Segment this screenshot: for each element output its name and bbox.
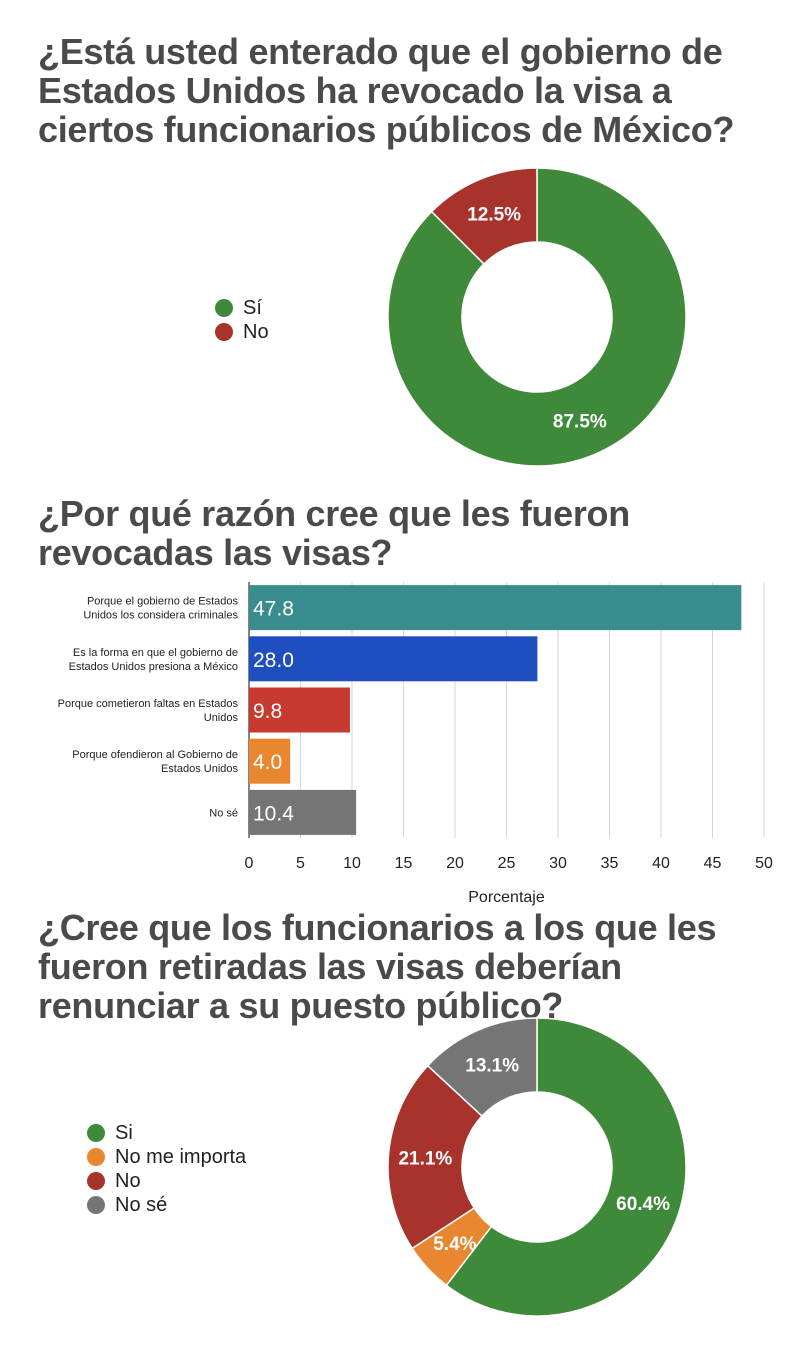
category-label: No sé xyxy=(209,807,238,819)
x-tick-label: 15 xyxy=(395,855,413,872)
chart1-title: ¿Está usted enterado que el gobierno de … xyxy=(38,31,735,150)
category-label: Es la forma en que el gobierno de xyxy=(73,647,238,659)
slice-label-si: 87.5% xyxy=(553,411,607,432)
slice-label-no: 12.5% xyxy=(467,205,521,226)
legend-item-no: No xyxy=(87,1169,246,1193)
legend-label: No xyxy=(115,1169,141,1192)
x-tick-label: 40 xyxy=(652,855,670,872)
chart1-legend: Sí No xyxy=(215,296,269,344)
bar-value-label: 4.0 xyxy=(253,751,282,774)
x-tick-label: 50 xyxy=(755,855,773,872)
legend-item-si: Sí xyxy=(215,296,269,320)
category-label: Estados Unidos xyxy=(161,763,239,775)
x-tick-label: 10 xyxy=(343,855,361,872)
legend-item-no-se: No sé xyxy=(87,1193,246,1217)
slice-label-no-se: 13.1% xyxy=(465,1055,519,1076)
bar-es-la-forma-en-que-el-gobierno-de-estado xyxy=(249,636,538,682)
legend-label: No me importa xyxy=(115,1145,247,1168)
category-label: Porque cometieron faltas en Estados xyxy=(58,698,239,710)
bar-value-label: 28.0 xyxy=(253,649,294,672)
legend-label: Si xyxy=(115,1121,133,1144)
chart2-bar-chart: 0 5 10 15 20 25 30 35 40 45 50 47.8 Porque el gobier… xyxy=(58,582,773,906)
bar-porque-ofendieron-al-gobierno-de-estados xyxy=(249,738,291,784)
category-label: Estados Unidos presiona a México xyxy=(69,661,238,673)
x-tick-label: 45 xyxy=(704,855,722,872)
donut-slice-no xyxy=(387,1064,484,1250)
category-label: Porque ofendieron al Gobierno de xyxy=(72,749,238,761)
bar-value-label: 10.4 xyxy=(253,802,294,825)
bar-no-se xyxy=(249,789,357,835)
bar-porque-cometieron-faltas-en-estados-unid xyxy=(249,687,350,733)
category-label: Porque el gobierno de Estados xyxy=(87,596,239,608)
chart3-title: ¿Cree que los funcionarios a los que les… xyxy=(38,907,717,1026)
donut-slice-si xyxy=(387,167,687,467)
x-tick-label: 0 xyxy=(245,855,254,872)
x-tick-label: 35 xyxy=(601,855,619,872)
bar-porque-el-gobierno-de-estados-unidos-los xyxy=(249,585,742,631)
donut-slice-no xyxy=(430,167,538,266)
donut-slice-si xyxy=(445,1017,687,1317)
legend-swatch xyxy=(87,1148,105,1166)
bar-value-label: 9.8 xyxy=(253,700,282,723)
x-tick-label: 25 xyxy=(498,855,516,872)
legend-item-no: No xyxy=(215,320,269,344)
legend-label: No sé xyxy=(115,1193,168,1216)
chart2-title: ¿Por qué razón cree que les fueron revoc… xyxy=(38,493,630,573)
legend-swatch xyxy=(215,299,233,317)
legend-swatch xyxy=(87,1172,105,1190)
category-label: Unidos xyxy=(204,712,239,724)
chart1-donut: 87.5% 12.5% xyxy=(387,167,687,467)
legend-swatch xyxy=(87,1124,105,1142)
chart3-donut: 60.4% 5.4% 21.1% 13.1% xyxy=(387,1017,687,1317)
x-tick-label: 30 xyxy=(549,855,567,872)
legend-label: No xyxy=(243,320,269,343)
legend-item-si: Si xyxy=(87,1121,246,1145)
slice-label-no: 21.1% xyxy=(398,1149,452,1170)
slice-label-no-me-importa: 5.4% xyxy=(433,1234,476,1255)
legend-label: Sí xyxy=(243,296,262,319)
slice-label-si: 60.4% xyxy=(616,1194,670,1215)
donut-slice-no-se xyxy=(426,1017,538,1118)
legend-swatch xyxy=(215,323,233,341)
chart3-legend: Si No me importa No No sé xyxy=(87,1121,246,1217)
x-tick-label: 20 xyxy=(446,855,464,872)
bar-value-label: 47.8 xyxy=(253,598,294,621)
legend-item-no-me-importa: No me importa xyxy=(87,1145,246,1169)
category-label: Unidos los considera criminales xyxy=(83,610,238,622)
x-axis-title: Porcentaje xyxy=(468,889,545,906)
x-tick-label: 5 xyxy=(296,855,305,872)
legend-swatch xyxy=(87,1196,105,1214)
